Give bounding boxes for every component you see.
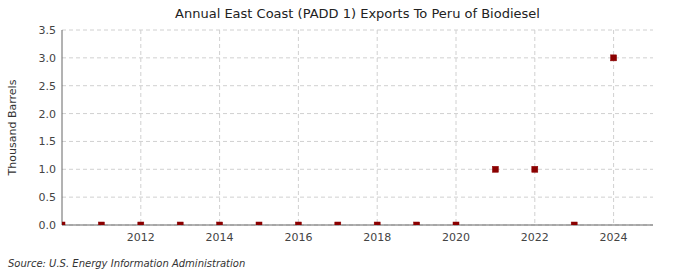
x-tick-label: 2016 (284, 231, 312, 244)
points (62, 55, 617, 225)
point (295, 222, 301, 225)
y-tick-label: 0.0 (39, 219, 57, 232)
x-tick-label: 2022 (521, 231, 549, 244)
x-grid-line (140, 30, 141, 225)
y-grid-line (62, 197, 653, 198)
grid (62, 30, 653, 225)
point (571, 222, 577, 225)
y-tick-label: 2.5 (39, 80, 57, 93)
x-tick-label: 2024 (600, 231, 628, 244)
y-axis-label: Thousand Barrels (6, 79, 19, 176)
x-grid-line (456, 30, 457, 225)
point (217, 222, 223, 225)
x-tick-label: 2014 (206, 231, 234, 244)
title: Annual East Coast (PADD 1) Exports To Pe… (175, 6, 540, 21)
point (98, 222, 104, 225)
source-note: Source: U.S. Energy Information Administ… (8, 258, 245, 269)
point (492, 166, 498, 172)
x-grid-line (377, 30, 378, 225)
x-tick-label: 2018 (363, 231, 391, 244)
point (611, 55, 617, 61)
point (177, 222, 183, 225)
point (62, 222, 65, 225)
point (335, 222, 341, 225)
point (453, 222, 459, 225)
point (374, 222, 380, 225)
y-grid-line (62, 225, 653, 226)
y-grid-line (62, 113, 653, 114)
point (138, 222, 144, 225)
point (532, 166, 538, 172)
x-tick-label: 2020 (442, 231, 470, 244)
chart: 2012 2014 2016 2018 2020 2022 2024 0.0 0.5 1.0 1.5… (0, 0, 675, 275)
y-tick-label: 2.0 (39, 108, 57, 121)
tick-labels: 2012 2014 2016 2018 2020 2022 2024 0.0 0.5 1.0 1.5… (39, 24, 628, 244)
point (256, 222, 262, 225)
y-axis-line (62, 30, 63, 225)
chart-container: 2012 2014 2016 2018 2020 2022 2024 0.0 0.5 1.0 1.5… (0, 0, 675, 275)
y-tick-label: 1.5 (39, 135, 57, 148)
y-grid-line (62, 141, 653, 142)
y-grid-line (62, 85, 653, 86)
y-grid-line (62, 169, 653, 170)
x-axis-line (62, 225, 653, 226)
y-grid-line (62, 30, 653, 31)
x-grid-line (219, 30, 220, 225)
x-grid-line (534, 30, 535, 225)
y-tick-label: 3.5 (39, 24, 57, 37)
x-grid-line (298, 30, 299, 225)
y-tick-label: 1.0 (39, 163, 57, 176)
y-tick-label: 0.5 (39, 191, 57, 204)
y-grid-line (62, 57, 653, 58)
y-tick-label: 3.0 (39, 52, 57, 65)
x-tick-label: 2012 (127, 231, 155, 244)
point (414, 222, 420, 225)
